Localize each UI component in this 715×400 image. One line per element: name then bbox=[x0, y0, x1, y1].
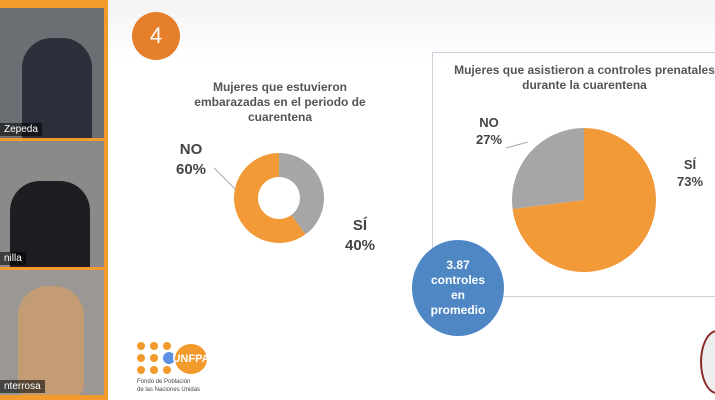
slide-number-badge: 4 bbox=[132, 12, 180, 60]
chart2-frame bbox=[432, 52, 715, 297]
un-emblem-icon bbox=[163, 352, 175, 364]
leader-line bbox=[213, 167, 239, 193]
chart1-si-label: SÍ 40% bbox=[345, 216, 375, 256]
label: SÍ bbox=[352, 217, 368, 234]
pie-slice-no bbox=[512, 128, 584, 210]
participant-name: nterrosa bbox=[0, 380, 45, 393]
chart1-title: Mujeres que estuvieron embarazadas en el… bbox=[190, 80, 370, 125]
title-line: Mujeres que estuvieron bbox=[212, 80, 348, 94]
stat-line: 3.87 bbox=[446, 258, 470, 272]
pie-slice-si bbox=[279, 153, 324, 235]
value: 73% bbox=[677, 174, 704, 189]
title-line: embarazadas en el periodo de bbox=[194, 95, 366, 109]
video-tile-3[interactable]: nterrosa bbox=[0, 270, 104, 395]
title-line: Mujeres que asistieron a controles prena… bbox=[454, 63, 715, 77]
title-line: cuarentena bbox=[247, 110, 313, 124]
chart2-title: Mujeres que asistieron a controles prena… bbox=[452, 63, 715, 93]
accent-line bbox=[0, 0, 126, 4]
pie-slice-no bbox=[234, 153, 306, 243]
logo-text: Fondo de Población bbox=[137, 379, 191, 385]
video-tile-2[interactable]: nilla bbox=[0, 141, 104, 267]
participant-video bbox=[22, 38, 92, 138]
stat-line: promedio bbox=[430, 303, 486, 317]
value: 60% bbox=[176, 161, 207, 178]
participant-name: nilla bbox=[0, 252, 26, 265]
label: NO bbox=[179, 141, 203, 158]
video-tile-1[interactable]: Zepeda bbox=[0, 8, 104, 138]
value: 27% bbox=[476, 132, 503, 147]
label: SÍ bbox=[683, 157, 697, 172]
stat-line: en bbox=[450, 288, 465, 302]
label: NO bbox=[479, 115, 499, 130]
participant-video bbox=[18, 286, 84, 395]
logo-brand: UNFPA bbox=[172, 344, 210, 374]
average-controls-stat: 3.87 controles en promedio bbox=[412, 240, 504, 336]
leader-line bbox=[505, 141, 529, 149]
chart1-no-label: NO 60% bbox=[176, 140, 206, 180]
logo-text: de las Naciones Unidas bbox=[137, 387, 201, 393]
participant-name: Zepeda bbox=[0, 123, 42, 136]
pie-slice-si bbox=[512, 128, 657, 272]
chart2-si-label: SÍ 73% bbox=[677, 156, 703, 190]
value: 40% bbox=[345, 237, 376, 254]
chart2-no-label: NO 27% bbox=[476, 114, 502, 148]
title-line: durante la cuarentena bbox=[522, 78, 647, 92]
stat-line: controles bbox=[430, 273, 485, 287]
